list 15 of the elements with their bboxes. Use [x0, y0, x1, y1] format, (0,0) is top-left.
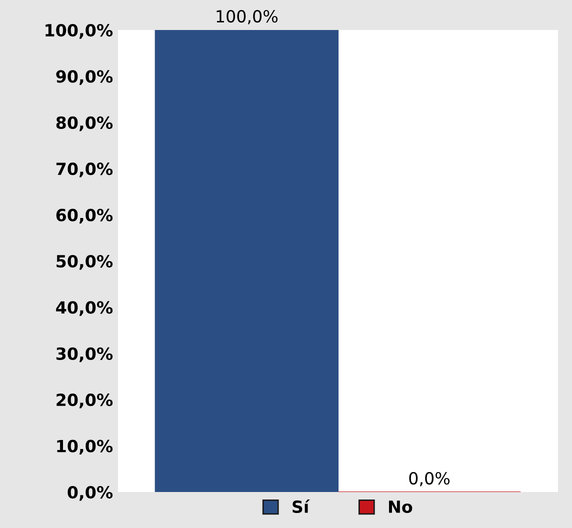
y-tick-label: 80,0%: [56, 116, 113, 132]
y-tick-label: 30,0%: [56, 347, 113, 362]
legend-label: Sí: [292, 499, 310, 514]
y-tick-label: 40,0%: [56, 301, 113, 316]
y-tick-label: 90,0%: [56, 70, 113, 85]
y-tick-label: 60,0%: [56, 208, 113, 224]
y-tick-label: 100,0%: [46, 24, 113, 39]
y-tick-label: 20,0%: [56, 394, 113, 408]
y-tick-label: 70,0%: [56, 162, 113, 178]
legend-label: No: [389, 500, 412, 514]
data-label: 0,0%: [409, 472, 450, 486]
data-label: 100,0%: [216, 10, 278, 24]
y-tick-label: 10,0%: [57, 440, 113, 454]
y-tick-label: 0,0%: [68, 486, 113, 501]
y-tick-label: 50,0%: [56, 254, 113, 270]
